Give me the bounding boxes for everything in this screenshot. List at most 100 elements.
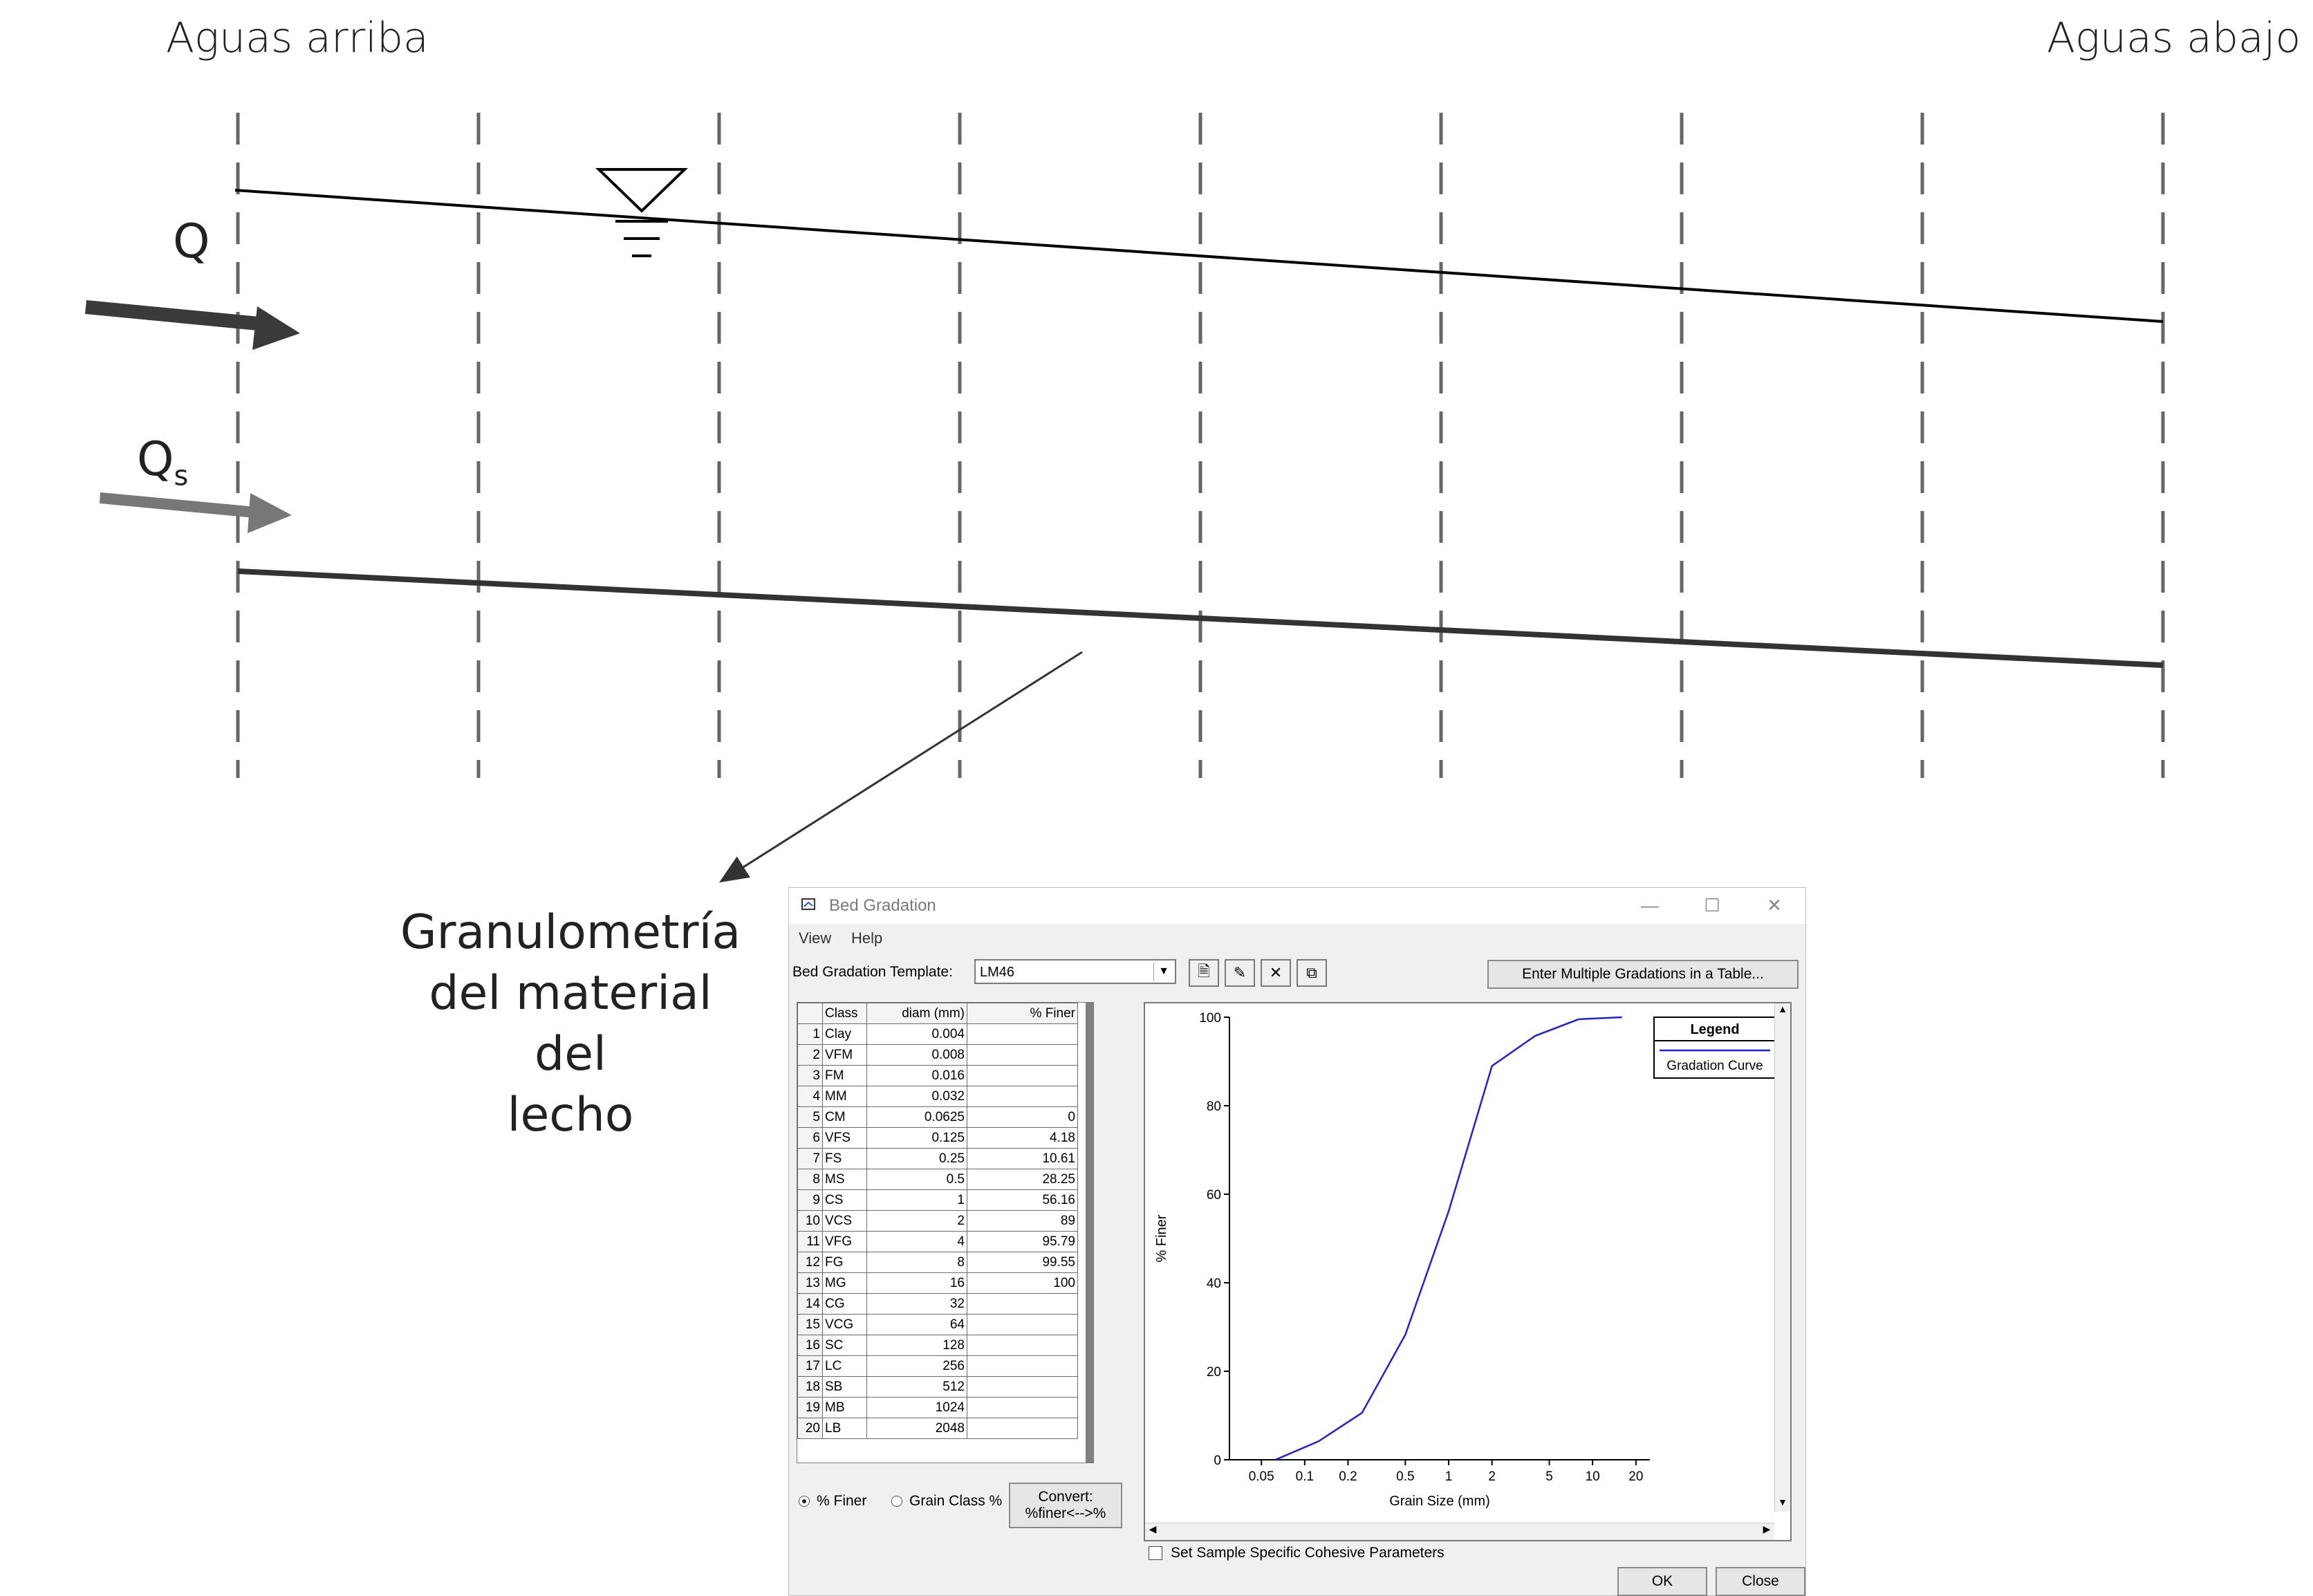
table-row[interactable]: 12 FG 8 99.55 [797, 1252, 1078, 1273]
cohesive-parameters-checkbox[interactable]: Set Sample Specific Cohesive Parameters [1149, 1545, 1445, 1561]
finer-cell[interactable]: 100 [967, 1272, 1078, 1294]
delete-icon[interactable]: ✕ [1261, 959, 1291, 987]
finer-cell[interactable] [967, 1355, 1078, 1377]
finer-cell[interactable]: 99.55 [967, 1252, 1078, 1273]
scroll-down-icon[interactable]: ▼ [1778, 1496, 1787, 1507]
enter-multiple-gradations-button[interactable]: Enter Multiple Gradations in a Table... [1487, 960, 1799, 989]
finer-cell[interactable] [967, 1418, 1078, 1439]
class-cell[interactable]: MG [822, 1272, 867, 1294]
table-row[interactable]: 20 LB 2048 [797, 1418, 1078, 1439]
diam-cell[interactable]: 32 [866, 1293, 967, 1315]
diam-cell[interactable]: 0.032 [866, 1086, 967, 1107]
finer-cell[interactable] [967, 1335, 1078, 1356]
finer-cell[interactable] [967, 1314, 1078, 1335]
convert-button[interactable]: Convert: %finer<-->% [1009, 1483, 1122, 1528]
diam-cell[interactable]: 64 [866, 1314, 967, 1335]
diam-cell[interactable]: 0.125 [866, 1127, 967, 1149]
table-row[interactable]: 18 SB 512 [797, 1376, 1078, 1398]
table-row[interactable]: 19 MB 1024 [797, 1397, 1078, 1418]
class-cell[interactable]: MM [822, 1086, 867, 1107]
ok-button[interactable]: OK [1617, 1567, 1707, 1596]
new-document-icon[interactable]: 🗎 [1189, 959, 1219, 987]
close-window-icon[interactable]: ✕ [1767, 894, 1782, 916]
finer-cell[interactable] [967, 1376, 1078, 1398]
class-cell[interactable]: VCS [822, 1210, 867, 1232]
finer-cell[interactable] [967, 1086, 1078, 1107]
class-cell[interactable]: SB [822, 1376, 867, 1398]
table-row[interactable]: 10 VCS 2 89 [797, 1210, 1078, 1232]
class-cell[interactable]: VFM [822, 1044, 867, 1066]
class-cell[interactable]: VFG [822, 1231, 867, 1252]
diam-cell[interactable]: 0.5 [866, 1169, 967, 1190]
table-row[interactable]: 15 VCG 64 [797, 1314, 1078, 1335]
scroll-up-icon[interactable]: ▲ [1778, 1003, 1787, 1014]
class-cell[interactable]: MB [822, 1397, 867, 1418]
minimize-icon[interactable]: — [1641, 894, 1659, 916]
class-cell[interactable]: SC [822, 1335, 867, 1356]
diam-cell[interactable]: 256 [866, 1355, 967, 1377]
class-cell[interactable]: LB [822, 1418, 867, 1439]
class-cell[interactable]: LC [822, 1355, 867, 1377]
diam-cell[interactable]: 0.0625 [866, 1106, 967, 1128]
diam-cell[interactable]: 0.004 [866, 1023, 967, 1045]
template-dropdown[interactable]: LM46 ▼ [974, 959, 1176, 984]
finer-cell[interactable]: 0 [967, 1106, 1078, 1128]
diam-cell[interactable]: 0.008 [866, 1044, 967, 1066]
finer-cell[interactable]: 4.18 [967, 1127, 1078, 1149]
finer-cell[interactable] [967, 1397, 1078, 1418]
table-row[interactable]: 17 LC 256 [797, 1355, 1078, 1377]
table-row[interactable]: 8 MS 0.5 28.25 [797, 1169, 1078, 1190]
table-row[interactable]: 11 VFG 4 95.79 [797, 1231, 1078, 1252]
class-cell[interactable]: CM [822, 1106, 867, 1128]
class-cell[interactable]: VFS [822, 1127, 867, 1149]
finer-cell[interactable]: 10.61 [967, 1148, 1078, 1169]
finer-cell[interactable] [967, 1044, 1078, 1066]
chevron-down-icon[interactable]: ▼ [1153, 962, 1173, 981]
radio-grain-class[interactable]: Grain Class % [891, 1493, 1002, 1510]
vertical-scrollbar[interactable]: ▲ ▼ [1774, 1003, 1790, 1512]
table-row[interactable]: 14 CG 32 [797, 1293, 1078, 1315]
class-cell[interactable]: Clay [822, 1023, 867, 1045]
maximize-icon[interactable]: ☐ [1704, 894, 1720, 916]
class-cell[interactable]: VCG [822, 1314, 867, 1335]
class-cell[interactable]: FG [822, 1252, 867, 1273]
diam-cell[interactable]: 2048 [866, 1418, 967, 1439]
diam-cell[interactable]: 4 [866, 1231, 967, 1252]
close-button[interactable]: Close [1716, 1567, 1805, 1596]
scroll-right-icon[interactable]: ▶ [1763, 1523, 1771, 1534]
table-row[interactable]: 16 SC 128 [797, 1335, 1078, 1356]
finer-cell[interactable] [967, 1065, 1078, 1086]
table-row[interactable]: 7 FS 0.25 10.61 [797, 1148, 1078, 1169]
checkbox-box[interactable] [1149, 1546, 1162, 1560]
table-row[interactable]: 3 FM 0.016 [797, 1065, 1078, 1086]
copy-icon[interactable]: ⧉ [1297, 959, 1327, 987]
finer-cell[interactable] [967, 1293, 1078, 1315]
diam-cell[interactable]: 16 [866, 1272, 967, 1294]
diam-cell[interactable]: 2 [866, 1210, 967, 1232]
class-cell[interactable]: FM [822, 1065, 867, 1086]
diam-cell[interactable]: 0.25 [866, 1148, 967, 1169]
class-cell[interactable]: FS [822, 1148, 867, 1169]
table-row[interactable]: 5 CM 0.0625 0 [797, 1106, 1078, 1128]
finer-cell[interactable]: 28.25 [967, 1169, 1078, 1190]
diam-cell[interactable]: 128 [866, 1335, 967, 1356]
radio-percent-finer[interactable]: % Finer [799, 1493, 866, 1510]
rename-icon[interactable]: ✎ [1225, 959, 1255, 987]
finer-cell[interactable]: 95.79 [967, 1231, 1078, 1252]
finer-cell[interactable]: 89 [967, 1210, 1078, 1232]
table-row[interactable]: 1 Clay 0.004 [797, 1023, 1078, 1045]
table-row[interactable]: 13 MG 16 100 [797, 1272, 1078, 1294]
table-row[interactable]: 4 MM 0.032 [797, 1086, 1078, 1107]
class-cell[interactable]: CS [822, 1189, 867, 1211]
scroll-left-icon[interactable]: ◀ [1149, 1523, 1157, 1534]
menu-view[interactable]: View [799, 929, 832, 947]
diam-cell[interactable]: 512 [866, 1376, 967, 1398]
diam-cell[interactable]: 1 [866, 1189, 967, 1211]
finer-cell[interactable]: 56.16 [967, 1189, 1078, 1211]
table-row[interactable]: 6 VFS 0.125 4.18 [797, 1127, 1078, 1149]
diam-cell[interactable]: 0.016 [866, 1065, 967, 1086]
menu-help[interactable]: Help [851, 929, 883, 947]
class-cell[interactable]: MS [822, 1169, 867, 1190]
diam-cell[interactable]: 8 [866, 1252, 967, 1273]
table-row[interactable]: 2 VFM 0.008 [797, 1044, 1078, 1066]
